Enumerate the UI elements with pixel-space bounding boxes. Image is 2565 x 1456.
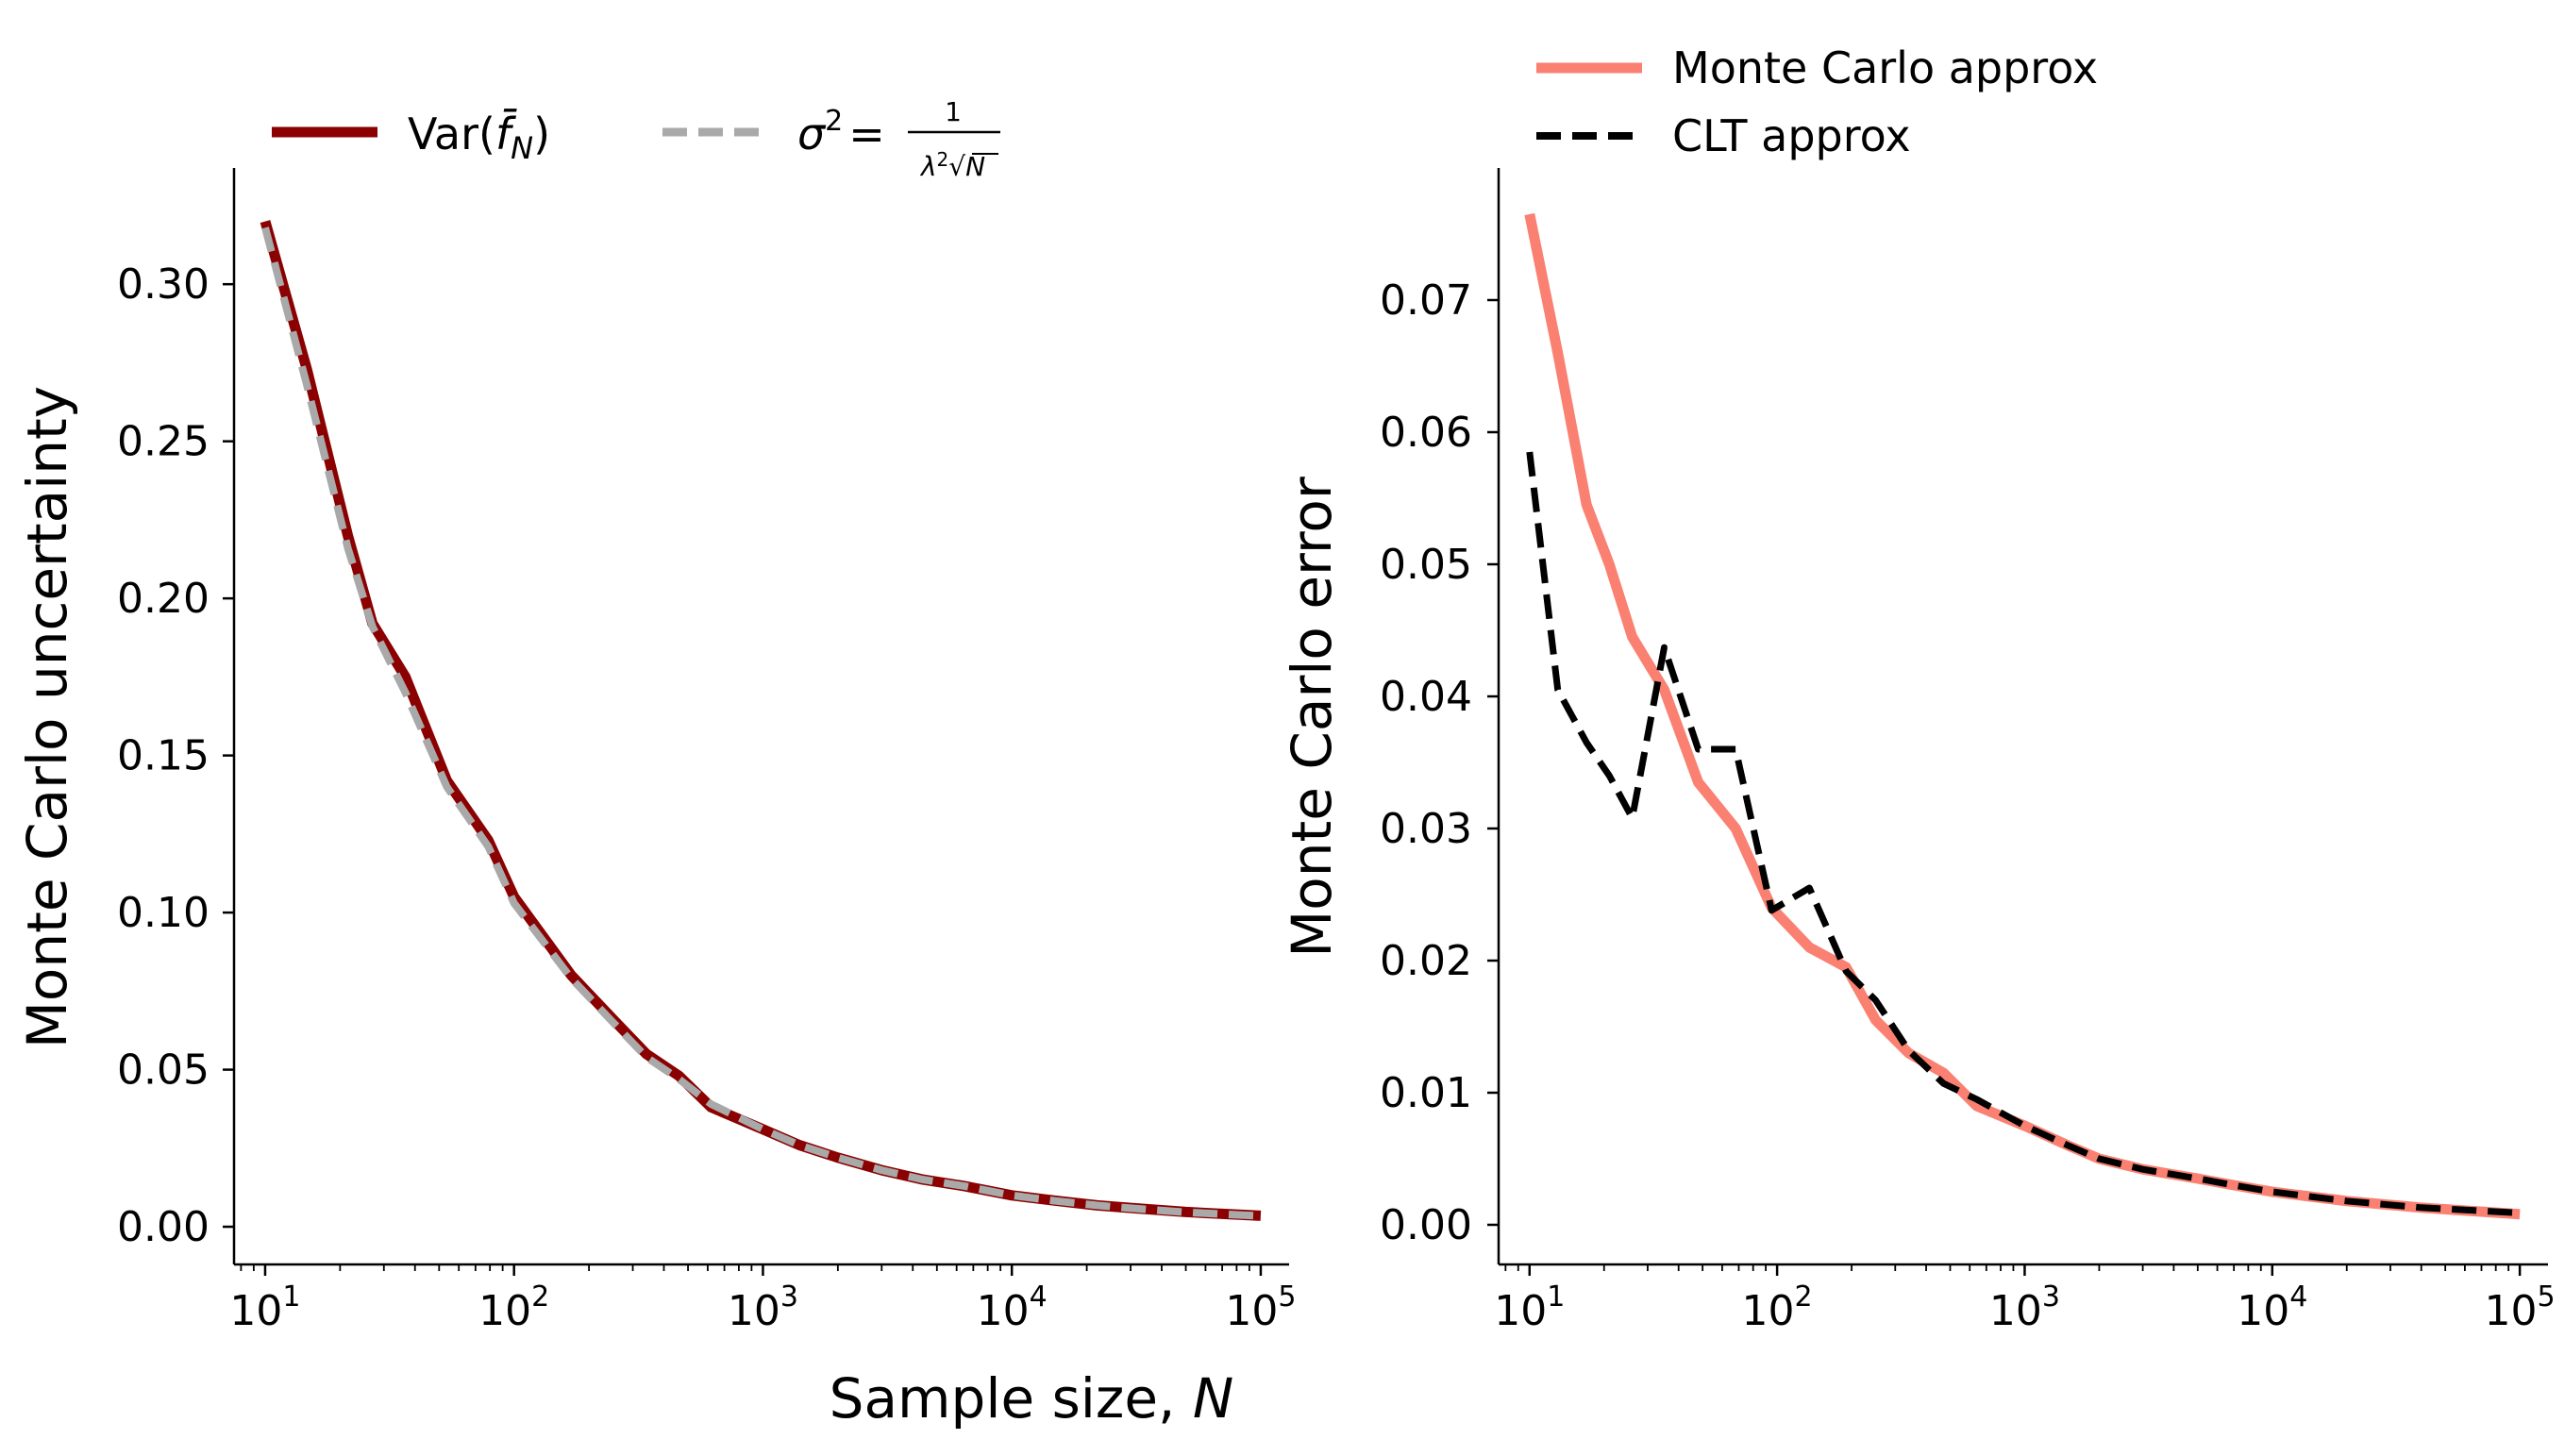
series-line-1: [261, 226, 1262, 1220]
left-y-axis-label: Monte Carlo uncertainty: [15, 386, 79, 1048]
x-tick-label: 102: [478, 1280, 549, 1335]
y-tick-label: 0.00: [1380, 1201, 1472, 1249]
x-tick-label: 101: [1494, 1280, 1565, 1335]
legend-label-var: Var(f̄N): [408, 109, 550, 166]
left-plot-panel: 0.00 0.05 0.10 0.15 0.20 0.25 0.30 101 102 103 104…: [15, 96, 1296, 1335]
x-tick-label: 104: [2237, 1280, 2307, 1335]
right-plot-panel: 0.00 0.01 0.02 0.03 0.04 0.05 0.06 0.07 101 102 10…: [1280, 42, 2556, 1335]
y-tick-label: 0.00: [117, 1203, 210, 1251]
y-tick-label: 0.02: [1380, 937, 1472, 985]
x-tick-label: 101: [229, 1280, 300, 1335]
x-tick-label: 105: [2485, 1280, 2556, 1335]
svg-text:σ2=: σ2 =: [797, 105, 885, 159]
y-tick-label: 0.04: [1380, 673, 1472, 721]
y-tick-label: 0.05: [117, 1046, 210, 1095]
y-tick-label: 0.20: [117, 575, 210, 623]
right-plot-axes: 0.00 0.01 0.02 0.03 0.04 0.05 0.06 0.07 101 102 10…: [1380, 168, 2556, 1335]
series-line-0: [1524, 212, 2521, 1220]
x-tick-label: 105: [1225, 1280, 1296, 1335]
right-y-axis-label: Monte Carlo error: [1280, 477, 1344, 958]
right-legend: Monte Carlo approx CLT approx: [1536, 42, 2098, 161]
x-tick-label: 103: [1989, 1280, 2060, 1335]
left-plot-series: [260, 220, 1262, 1221]
y-tick-label: 0.03: [1380, 805, 1472, 853]
svg-text:1: 1: [945, 96, 962, 127]
shared-x-axis-label: Sample size, N: [830, 1366, 1234, 1431]
y-tick-label: 0.30: [117, 260, 210, 309]
y-tick-label: 0.06: [1380, 409, 1472, 457]
left-plot-axes: 0.00 0.05 0.10 0.15 0.20 0.25 0.30 101 102 103 104…: [117, 168, 1296, 1335]
svg-text:λ2√N: λ2√N: [919, 148, 985, 182]
x-tick-label: 104: [977, 1280, 1048, 1335]
legend-label-sigma: σ2 = 1 λ2√N: [797, 96, 1000, 182]
y-tick-label: 0.15: [117, 732, 210, 780]
y-tick-label: 0.05: [1380, 541, 1472, 589]
x-tick-label: 103: [728, 1280, 798, 1335]
y-tick-label: 0.10: [117, 889, 210, 937]
y-tick-label: 0.25: [117, 418, 210, 466]
legend-label-clt: CLT approx: [1672, 110, 1911, 161]
right-plot-series: [1524, 212, 2521, 1220]
y-tick-label: 0.07: [1380, 276, 1472, 325]
left-legend: Var(f̄N) σ2 = 1 λ2√N: [272, 96, 1000, 182]
legend-label-monte-carlo: Monte Carlo approx: [1672, 42, 2098, 93]
y-tick-label: 0.01: [1380, 1069, 1472, 1117]
x-tick-label: 102: [1742, 1280, 1813, 1335]
